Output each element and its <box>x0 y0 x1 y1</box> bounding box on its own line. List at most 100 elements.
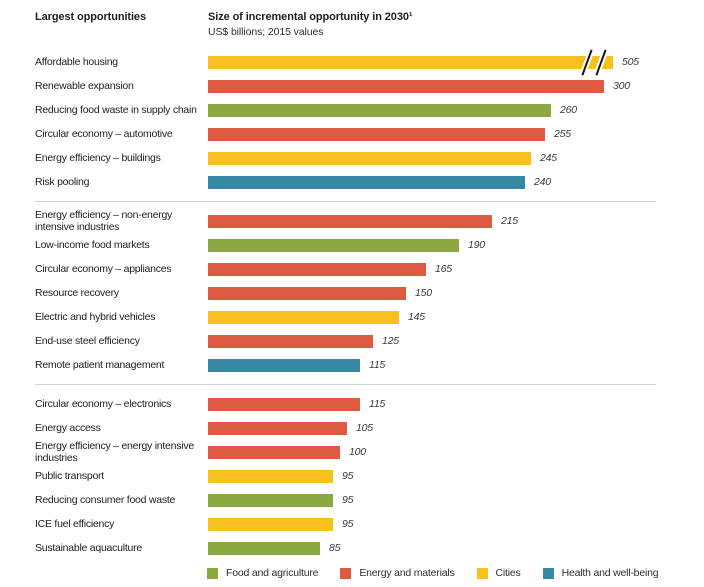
chart-row: Energy efficiency – non-energy intensive… <box>0 209 704 233</box>
bar <box>208 286 406 300</box>
row-label: End-use steel efficiency <box>35 335 140 347</box>
bar <box>208 358 360 372</box>
legend-label: Cities <box>495 567 521 579</box>
bar-track: 240 <box>208 175 704 189</box>
row-label: Energy efficiency – non-energy intensive… <box>35 209 173 233</box>
bar-track: 245 <box>208 151 704 165</box>
chart-row: Energy access 105 <box>0 416 704 440</box>
chart-row: Energy efficiency – buildings 245 <box>0 146 704 170</box>
bar-track: 300 <box>208 79 704 93</box>
chart-row: Public transport 95 <box>0 464 704 488</box>
bar <box>208 50 613 74</box>
row-label: Public transport <box>35 470 104 482</box>
bar-track: 115 <box>208 358 704 372</box>
bar <box>208 541 320 555</box>
value-label: 150 <box>415 287 432 299</box>
legend-label: Health and well-being <box>561 567 659 579</box>
chart-legend: Food and agriculture Energy and materials… <box>0 567 704 579</box>
legend-swatch-icon <box>542 567 554 579</box>
value-label: 190 <box>468 239 485 251</box>
row-label: Risk pooling <box>35 176 90 188</box>
chart-row: Remote patient management 115 <box>0 353 704 377</box>
legend-swatch-icon <box>340 567 352 579</box>
chart-row: Risk pooling 240 <box>0 170 704 194</box>
chart-row: ICE fuel efficiency 95 <box>0 512 704 536</box>
value-label: 105 <box>356 422 373 434</box>
axis-break-icon <box>580 50 594 74</box>
value-label: 215 <box>501 215 518 227</box>
bar-chart: Affordable housing 505 Renewable expansion… <box>0 50 704 560</box>
chart-header: Largest opportunities Size of incrementa… <box>0 0 704 38</box>
row-label: Energy efficiency – buildings <box>35 152 161 164</box>
value-label: 505 <box>622 56 639 68</box>
row-label: Low-income food markets <box>35 239 150 251</box>
bar-track: 95 <box>208 493 704 507</box>
bar <box>208 334 373 348</box>
bar <box>208 445 340 459</box>
value-axis-title: Size of incremental opportunity in 2030¹ <box>208 11 413 23</box>
value-label: 115 <box>369 359 386 371</box>
row-label: Reducing food waste in supply chain <box>35 104 197 116</box>
row-label: Affordable housing <box>35 56 118 68</box>
value-label: 100 <box>349 446 366 458</box>
bar <box>208 103 551 117</box>
row-label: Remote patient management <box>35 359 165 371</box>
legend-item: Food and agriculture <box>207 567 319 579</box>
row-label: Electric and hybrid vehicles <box>35 311 156 323</box>
chart-row: End-use steel efficiency 125 <box>0 329 704 353</box>
chart-title: Largest opportunities <box>35 11 146 23</box>
legend-label: Food and agriculture <box>226 567 319 579</box>
row-label: Circular economy – automotive <box>35 128 173 140</box>
bar <box>208 175 525 189</box>
chart-row: Circular economy – electronics 115 <box>0 392 704 416</box>
bar <box>208 517 333 531</box>
chart-row: Energy efficiency – energy intensive ind… <box>0 440 704 464</box>
group-separator <box>35 384 656 385</box>
bar <box>208 127 545 141</box>
row-label: Sustainable aquaculture <box>35 542 142 554</box>
bar-track: 255 <box>208 127 704 141</box>
row-label: Renewable expansion <box>35 80 134 92</box>
bar-track: 105 <box>208 421 704 435</box>
value-label: 255 <box>554 128 571 140</box>
row-label: ICE fuel efficiency <box>35 518 115 530</box>
row-label: Reducing consumer food waste <box>35 494 176 506</box>
row-label: Energy access <box>35 422 101 434</box>
chart-row: Renewable expansion 300 <box>0 74 704 98</box>
chart-row: Sustainable aquaculture 85 <box>0 536 704 560</box>
value-label: 165 <box>435 263 452 275</box>
bar-track: 100 <box>208 445 704 459</box>
bar-track: 95 <box>208 517 704 531</box>
legend-label: Energy and materials <box>359 567 455 579</box>
value-label: 95 <box>342 494 354 506</box>
value-label: 145 <box>408 311 425 323</box>
value-label: 240 <box>534 176 551 188</box>
legend-item: Energy and materials <box>340 567 455 579</box>
bar <box>208 214 492 228</box>
value-label: 260 <box>560 104 577 116</box>
bar <box>208 469 333 483</box>
bar-track: 95 <box>208 469 704 483</box>
chart-row: Reducing food waste in supply chain 260 <box>0 98 704 122</box>
bar <box>208 310 399 324</box>
value-label: 125 <box>382 335 399 347</box>
bar-track: 215 <box>208 214 704 228</box>
value-axis-subtitle: US$ billions; 2015 values <box>208 26 324 38</box>
bar <box>208 262 426 276</box>
value-label: 245 <box>540 152 557 164</box>
bar-track: 165 <box>208 262 704 276</box>
bar-track: 125 <box>208 334 704 348</box>
bar <box>208 79 604 93</box>
row-label: Energy efficiency – energy intensive ind… <box>35 440 194 464</box>
bar-track: 190 <box>208 238 704 252</box>
group-separator <box>35 201 656 202</box>
bar <box>208 421 347 435</box>
row-label: Circular economy – appliances <box>35 263 172 275</box>
bar <box>208 238 459 252</box>
value-label: 85 <box>329 542 341 554</box>
bar-track: 150 <box>208 286 704 300</box>
chart-row: Electric and hybrid vehicles 145 <box>0 305 704 329</box>
chart-row: Affordable housing 505 <box>0 50 704 74</box>
row-label: Circular economy – electronics <box>35 398 172 410</box>
legend-item: Health and well-being <box>542 567 659 579</box>
